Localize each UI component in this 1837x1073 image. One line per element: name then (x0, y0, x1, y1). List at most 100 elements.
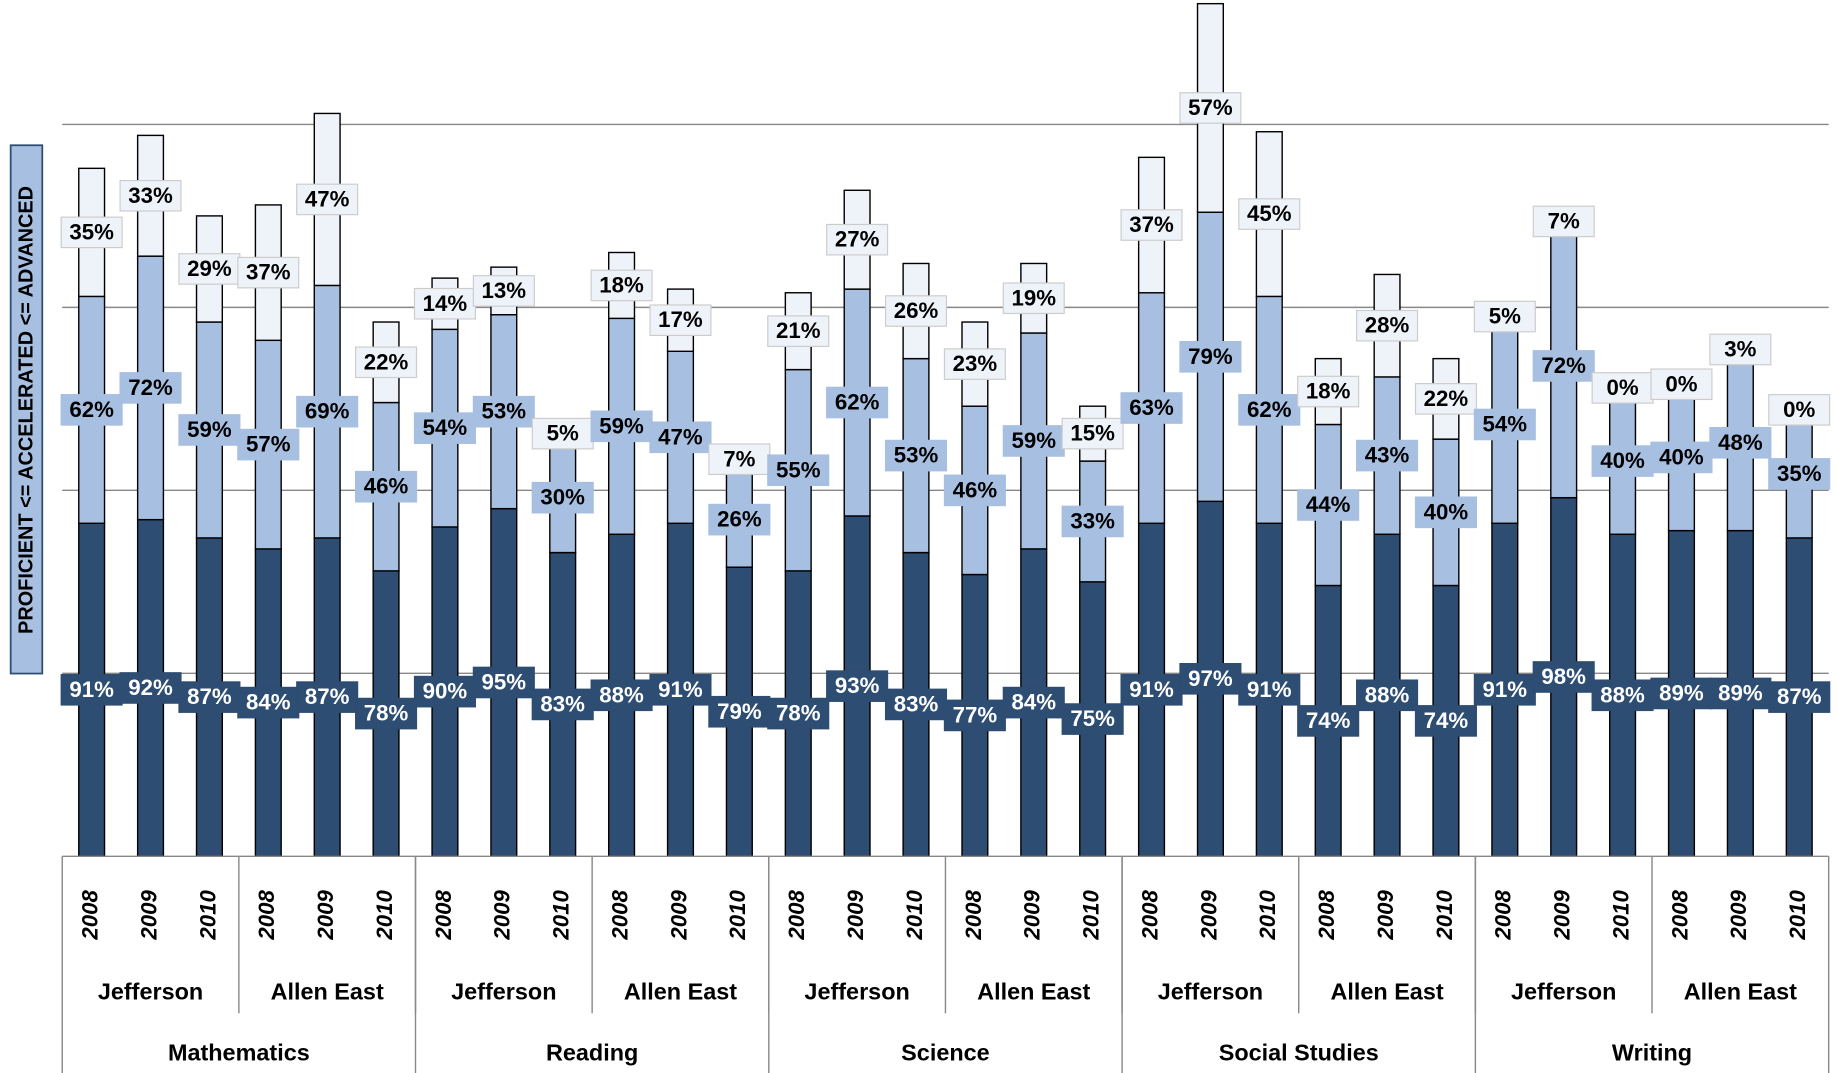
value-label: 62% (69, 397, 114, 422)
value-label-group: 53% (472, 395, 535, 428)
subject-label: Writing (1612, 1039, 1692, 1065)
value-label: 27% (835, 227, 880, 252)
value-label: 7% (723, 446, 755, 471)
value-label-box (1238, 673, 1301, 706)
value-label: 89% (1718, 680, 1763, 705)
value-label-group: 74% (1297, 705, 1360, 737)
value-label-box (531, 688, 594, 721)
x-tick-label: 2009 (1373, 889, 1398, 940)
value-label: 93% (835, 673, 880, 698)
value-label-group: 47% (649, 421, 712, 454)
value-label-box (590, 269, 653, 302)
value-label: 22% (364, 349, 409, 374)
value-label-group: 87% (296, 681, 359, 713)
value-label-box (178, 253, 241, 285)
value-label-group: 17% (649, 304, 712, 337)
value-label-group: 91% (60, 673, 123, 706)
value-label: 59% (187, 417, 232, 442)
value-label: 91% (1129, 677, 1174, 702)
x-tick-label: 2008 (1314, 889, 1339, 940)
value-label-box (413, 412, 476, 444)
value-label-box (884, 439, 948, 472)
value-label: 92% (128, 675, 173, 700)
value-label: 23% (953, 351, 998, 376)
value-label-group: 95% (472, 666, 535, 699)
value-label: 17% (658, 307, 703, 332)
value-label: 37% (1129, 212, 1174, 237)
value-label-group: 0% (1591, 372, 1654, 404)
x-tick-label: 2009 (136, 889, 161, 940)
x-tick-label: 2008 (1137, 889, 1162, 940)
value-label-box (1768, 394, 1831, 426)
value-label: 18% (599, 272, 644, 297)
value-label-group: 18% (590, 269, 653, 302)
value-label-group: 19% (1002, 282, 1065, 315)
x-tick-label: 2010 (725, 889, 750, 940)
x-tick-label: 2008 (607, 889, 632, 940)
value-label: 28% (1365, 313, 1410, 338)
school-label: Allen East (1330, 979, 1443, 1005)
value-label-group: 47% (296, 183, 359, 216)
value-label: 22% (1424, 386, 1469, 411)
value-label-group: 14% (413, 287, 476, 320)
value-label: 90% (423, 679, 468, 704)
value-label: 7% (1548, 208, 1580, 233)
value-label-box (355, 346, 418, 379)
value-label-box (1591, 445, 1654, 477)
value-label-box (1061, 703, 1124, 735)
value-label-box (1297, 375, 1360, 408)
value-label-group: 15% (1061, 417, 1124, 450)
value-label: 46% (364, 474, 409, 499)
value-label-group: 43% (1356, 439, 1419, 472)
school-label: Allen East (624, 979, 737, 1005)
value-label-box (1297, 705, 1360, 737)
value-label-box (708, 503, 771, 536)
value-label-group: 89% (1709, 677, 1772, 710)
value-label-group: 21% (767, 315, 830, 347)
value-label: 44% (1306, 492, 1351, 517)
school-label: Allen East (1684, 979, 1797, 1005)
value-label: 97% (1188, 666, 1233, 691)
value-label-group: 90% (413, 675, 476, 708)
value-label-box (119, 179, 182, 212)
value-label: 0% (1607, 375, 1639, 400)
value-label: 57% (1188, 95, 1233, 120)
value-label-group: 0% (1768, 394, 1831, 426)
value-label-group: 46% (355, 470, 418, 503)
value-label-box (1120, 392, 1183, 424)
value-label-box (1768, 681, 1831, 713)
subject-label: Reading (546, 1039, 638, 1065)
x-tick-label: 2008 (1667, 889, 1692, 940)
value-label-group: 5% (531, 417, 594, 450)
value-label-group: 78% (355, 697, 418, 730)
x-tick-label: 2008 (431, 889, 456, 940)
x-tick-label: 2009 (1020, 889, 1045, 940)
value-label-group: 44% (1297, 489, 1360, 521)
value-label-box (472, 395, 535, 428)
value-label: 0% (1665, 371, 1697, 396)
value-label: 87% (187, 684, 232, 709)
value-label-group: 62% (826, 386, 889, 419)
value-label: 88% (599, 682, 644, 707)
value-label: 26% (894, 298, 939, 323)
value-label: 29% (187, 256, 232, 281)
value-label: 83% (894, 691, 939, 716)
value-label: 87% (1777, 684, 1822, 709)
value-label-group: 59% (1002, 425, 1065, 457)
school-label: Jefferson (804, 979, 909, 1005)
value-label-box (1179, 92, 1242, 124)
value-label-box (1356, 679, 1419, 712)
value-label: 33% (1070, 509, 1115, 534)
value-label-group: 84% (1002, 686, 1065, 719)
subject-label: Mathematics (168, 1039, 310, 1065)
value-label-group: 40% (1414, 496, 1477, 529)
value-label: 63% (1129, 395, 1174, 420)
value-label: 75% (1070, 706, 1115, 731)
subject-label: Science (901, 1039, 989, 1065)
value-label: 54% (423, 415, 468, 440)
value-label: 91% (658, 677, 703, 702)
value-label-group: 57% (237, 428, 300, 461)
value-label-box (1179, 340, 1242, 373)
value-label-group: 54% (413, 412, 476, 444)
